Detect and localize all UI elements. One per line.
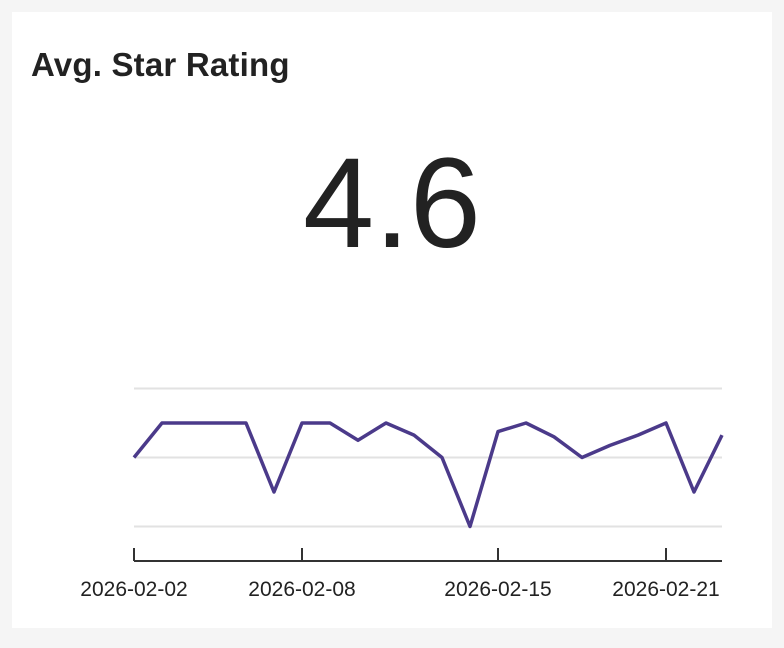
x-tick-label: 2026-02-08 — [248, 578, 355, 601]
x-tick-label: 2026-02-21 — [612, 578, 719, 601]
scorecard-card: Avg. Star Rating 4.6 — [12, 12, 772, 628]
card-title: Avg. Star Rating — [31, 46, 290, 83]
x-tick-label: 2026-02-02 — [80, 578, 187, 601]
x-tick-label: 2026-02-15 — [444, 578, 551, 601]
metric-value: 4.6 — [303, 132, 481, 275]
series-line — [132, 421, 724, 529]
